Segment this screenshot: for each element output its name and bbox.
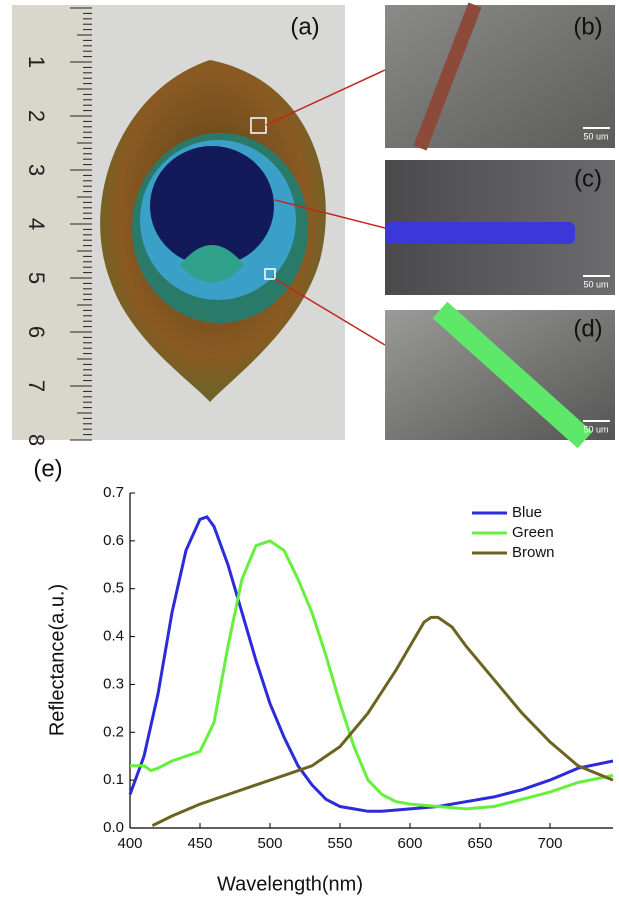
panel-label: (a)	[290, 13, 319, 40]
x-axis-title: Wavelength(nm)	[217, 873, 363, 895]
y-tick-label: 0.2	[103, 723, 124, 740]
panel-label: (d)	[573, 315, 602, 342]
panel-label: (e)	[33, 455, 62, 482]
series-line	[128, 515, 614, 813]
region-box	[264, 268, 276, 280]
ruler-label: 5	[24, 272, 49, 284]
ruler-label: 7	[24, 380, 49, 392]
ruler-label: 2	[24, 110, 49, 122]
ruler-label: 1	[24, 56, 49, 68]
y-tick-label: 0.4	[103, 628, 124, 645]
panel-label: (b)	[573, 13, 602, 40]
barb-c	[385, 222, 575, 244]
y-tick-label: 0.0	[103, 819, 124, 836]
ruler-label: 3	[24, 164, 49, 176]
x-tick-label: 550	[327, 835, 352, 852]
x-tick-label: 600	[397, 835, 422, 852]
y-tick-label: 0.7	[103, 484, 124, 501]
ruler	[12, 5, 92, 440]
panel-label: (c)	[574, 165, 602, 192]
scale-label: 50 um	[583, 279, 608, 289]
x-tick-label: 500	[257, 835, 282, 852]
series-line	[130, 539, 614, 811]
ruler-ticks: 1 2 3 4 5 6 7 8	[24, 7, 92, 446]
arrow	[265, 69, 386, 126]
arrow	[274, 278, 386, 346]
eye-green	[180, 245, 244, 283]
scale-label: 50 um	[583, 424, 608, 434]
y-tick-label: 0.1	[103, 771, 124, 788]
y-tick-label: 0.5	[103, 580, 124, 597]
y-axis-title: Reflectance(a.u.)	[46, 584, 68, 736]
arrow	[274, 199, 386, 229]
ruler-label: 6	[24, 326, 49, 338]
series-line	[151, 615, 614, 827]
scale-label: 50 um	[583, 131, 608, 141]
legend-label: Green	[512, 524, 554, 541]
barb-b	[413, 2, 482, 151]
y-tick-label: 0.3	[103, 675, 124, 692]
y-tick-label: 0.6	[103, 532, 124, 549]
ruler-label: 4	[24, 218, 49, 230]
x-tick-label: 450	[187, 835, 212, 852]
eye-center	[150, 146, 274, 266]
region-box	[250, 117, 267, 134]
legend-label: Blue	[512, 504, 542, 521]
x-tick-label: 650	[467, 835, 492, 852]
x-tick-label: 700	[537, 835, 562, 852]
barb-d	[432, 301, 593, 449]
x-tick-label: 400	[117, 835, 142, 852]
ruler-label: 8	[24, 434, 49, 446]
legend-label: Brown	[512, 544, 555, 561]
